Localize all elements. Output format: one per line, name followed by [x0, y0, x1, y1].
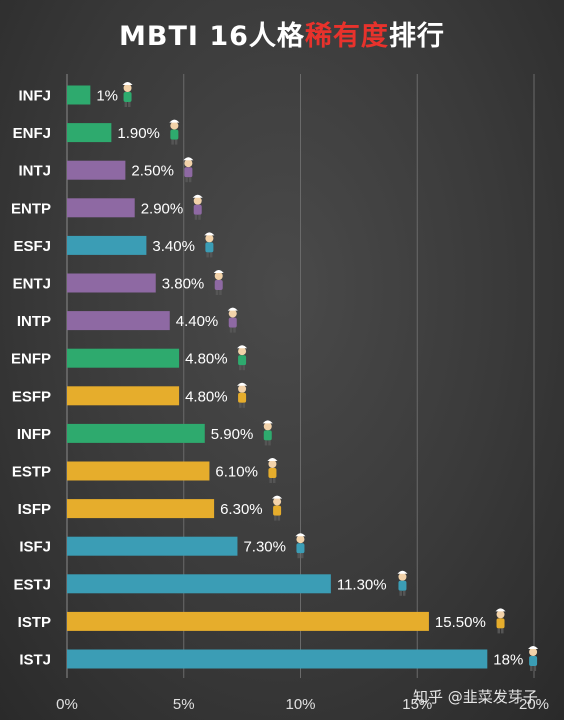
- x-tick-label: 20%: [519, 696, 549, 713]
- character-icon: [169, 119, 180, 145]
- data-label: 3.40%: [152, 238, 195, 255]
- data-label: 4.40%: [176, 313, 219, 330]
- category-label: ISFP: [18, 501, 51, 518]
- bar: [67, 85, 91, 105]
- bar: [67, 160, 126, 180]
- title-part2: 排行: [388, 21, 445, 52]
- x-tick-label: 0%: [56, 696, 78, 713]
- character-icon: [237, 345, 248, 371]
- character-icon: [495, 608, 506, 634]
- data-label: 6.30%: [220, 501, 263, 518]
- data-label: 5.90%: [211, 426, 254, 443]
- category-label: INFP: [17, 426, 51, 443]
- data-label: 2.90%: [141, 200, 184, 217]
- character-icon: [397, 570, 408, 596]
- bar: [67, 273, 156, 293]
- character-icon: [213, 270, 224, 295]
- data-label: 15.50%: [435, 614, 486, 631]
- category-label: ESTP: [12, 464, 51, 481]
- character-icon: [122, 82, 133, 107]
- character-icon: [237, 382, 248, 408]
- bar: [67, 611, 429, 631]
- data-label: 4.80%: [185, 388, 228, 405]
- data-label: 11.30%: [337, 576, 387, 593]
- bar: [67, 235, 147, 255]
- category-label: INTP: [17, 313, 51, 330]
- category-label: ENFJ: [13, 125, 51, 142]
- category-label: ENFP: [11, 351, 51, 368]
- character-icon: [262, 420, 273, 446]
- data-label: 2.50%: [131, 163, 174, 180]
- category-label: INTJ: [18, 163, 51, 180]
- data-label: 4.80%: [185, 351, 228, 368]
- category-label: ISTP: [18, 614, 51, 631]
- character-icon: [267, 458, 278, 483]
- bar: [67, 386, 180, 406]
- character-icon: [183, 157, 194, 183]
- data-label: 6.10%: [215, 464, 258, 481]
- data-label: 7.30%: [243, 539, 286, 556]
- data-label: 3.80%: [162, 276, 205, 293]
- character-icon: [192, 194, 203, 220]
- bar: [67, 574, 331, 594]
- bar: [67, 348, 180, 368]
- title-highlight: 稀有度: [304, 21, 389, 52]
- category-label: ISFJ: [19, 539, 51, 556]
- character-icon: [204, 232, 215, 258]
- bar: [67, 123, 112, 143]
- category-label: ENTJ: [13, 276, 51, 293]
- character-icon: [227, 307, 238, 333]
- category-label: ISTJ: [19, 652, 51, 669]
- x-tick-label: 10%: [285, 696, 315, 713]
- x-tick-label: 5%: [173, 696, 195, 713]
- bar: [67, 536, 238, 556]
- data-label: 1.90%: [117, 125, 160, 142]
- category-label: ESFJ: [13, 238, 51, 255]
- character-icon: [272, 495, 283, 521]
- data-label: 18%: [493, 652, 523, 669]
- title-part1: MBTI 16人格: [119, 21, 305, 52]
- category-label: INFJ: [18, 88, 51, 105]
- category-label: ENTP: [11, 200, 51, 217]
- category-label: ESFP: [12, 388, 51, 405]
- bar: [67, 423, 205, 443]
- category-label: ESTJ: [13, 576, 51, 593]
- watermark: 知乎 @韭菜发芽子: [413, 688, 538, 706]
- data-label: 1%: [96, 88, 118, 105]
- character-icon: [295, 533, 306, 559]
- bar: [67, 311, 170, 331]
- bar: [67, 198, 135, 218]
- bar: [67, 649, 488, 669]
- bar: [67, 499, 215, 519]
- character-icon: [528, 646, 539, 671]
- bar: [67, 461, 210, 481]
- chart-title: MBTI 16人格稀有度排行: [0, 14, 564, 53]
- x-tick-label: 15%: [402, 696, 432, 713]
